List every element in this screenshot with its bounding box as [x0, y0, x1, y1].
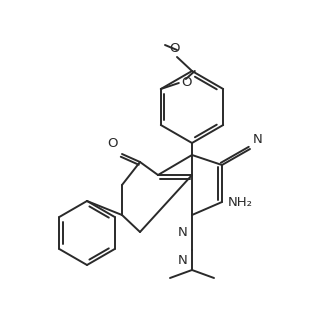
Text: O: O: [181, 76, 191, 88]
Text: N: N: [178, 254, 188, 266]
Text: O: O: [108, 137, 118, 150]
Text: O: O: [170, 42, 180, 55]
Text: N: N: [253, 133, 263, 146]
Text: N: N: [178, 226, 188, 239]
Text: NH₂: NH₂: [228, 196, 253, 209]
